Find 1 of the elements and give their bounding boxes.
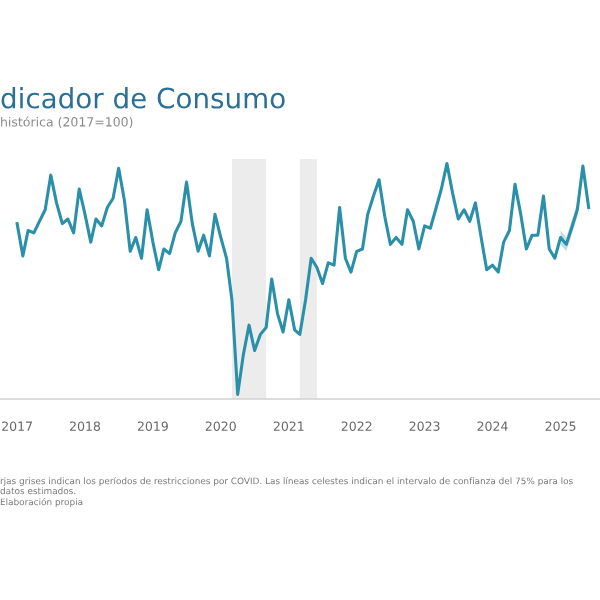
chart-title: dicador de Consumo [1,87,285,109]
